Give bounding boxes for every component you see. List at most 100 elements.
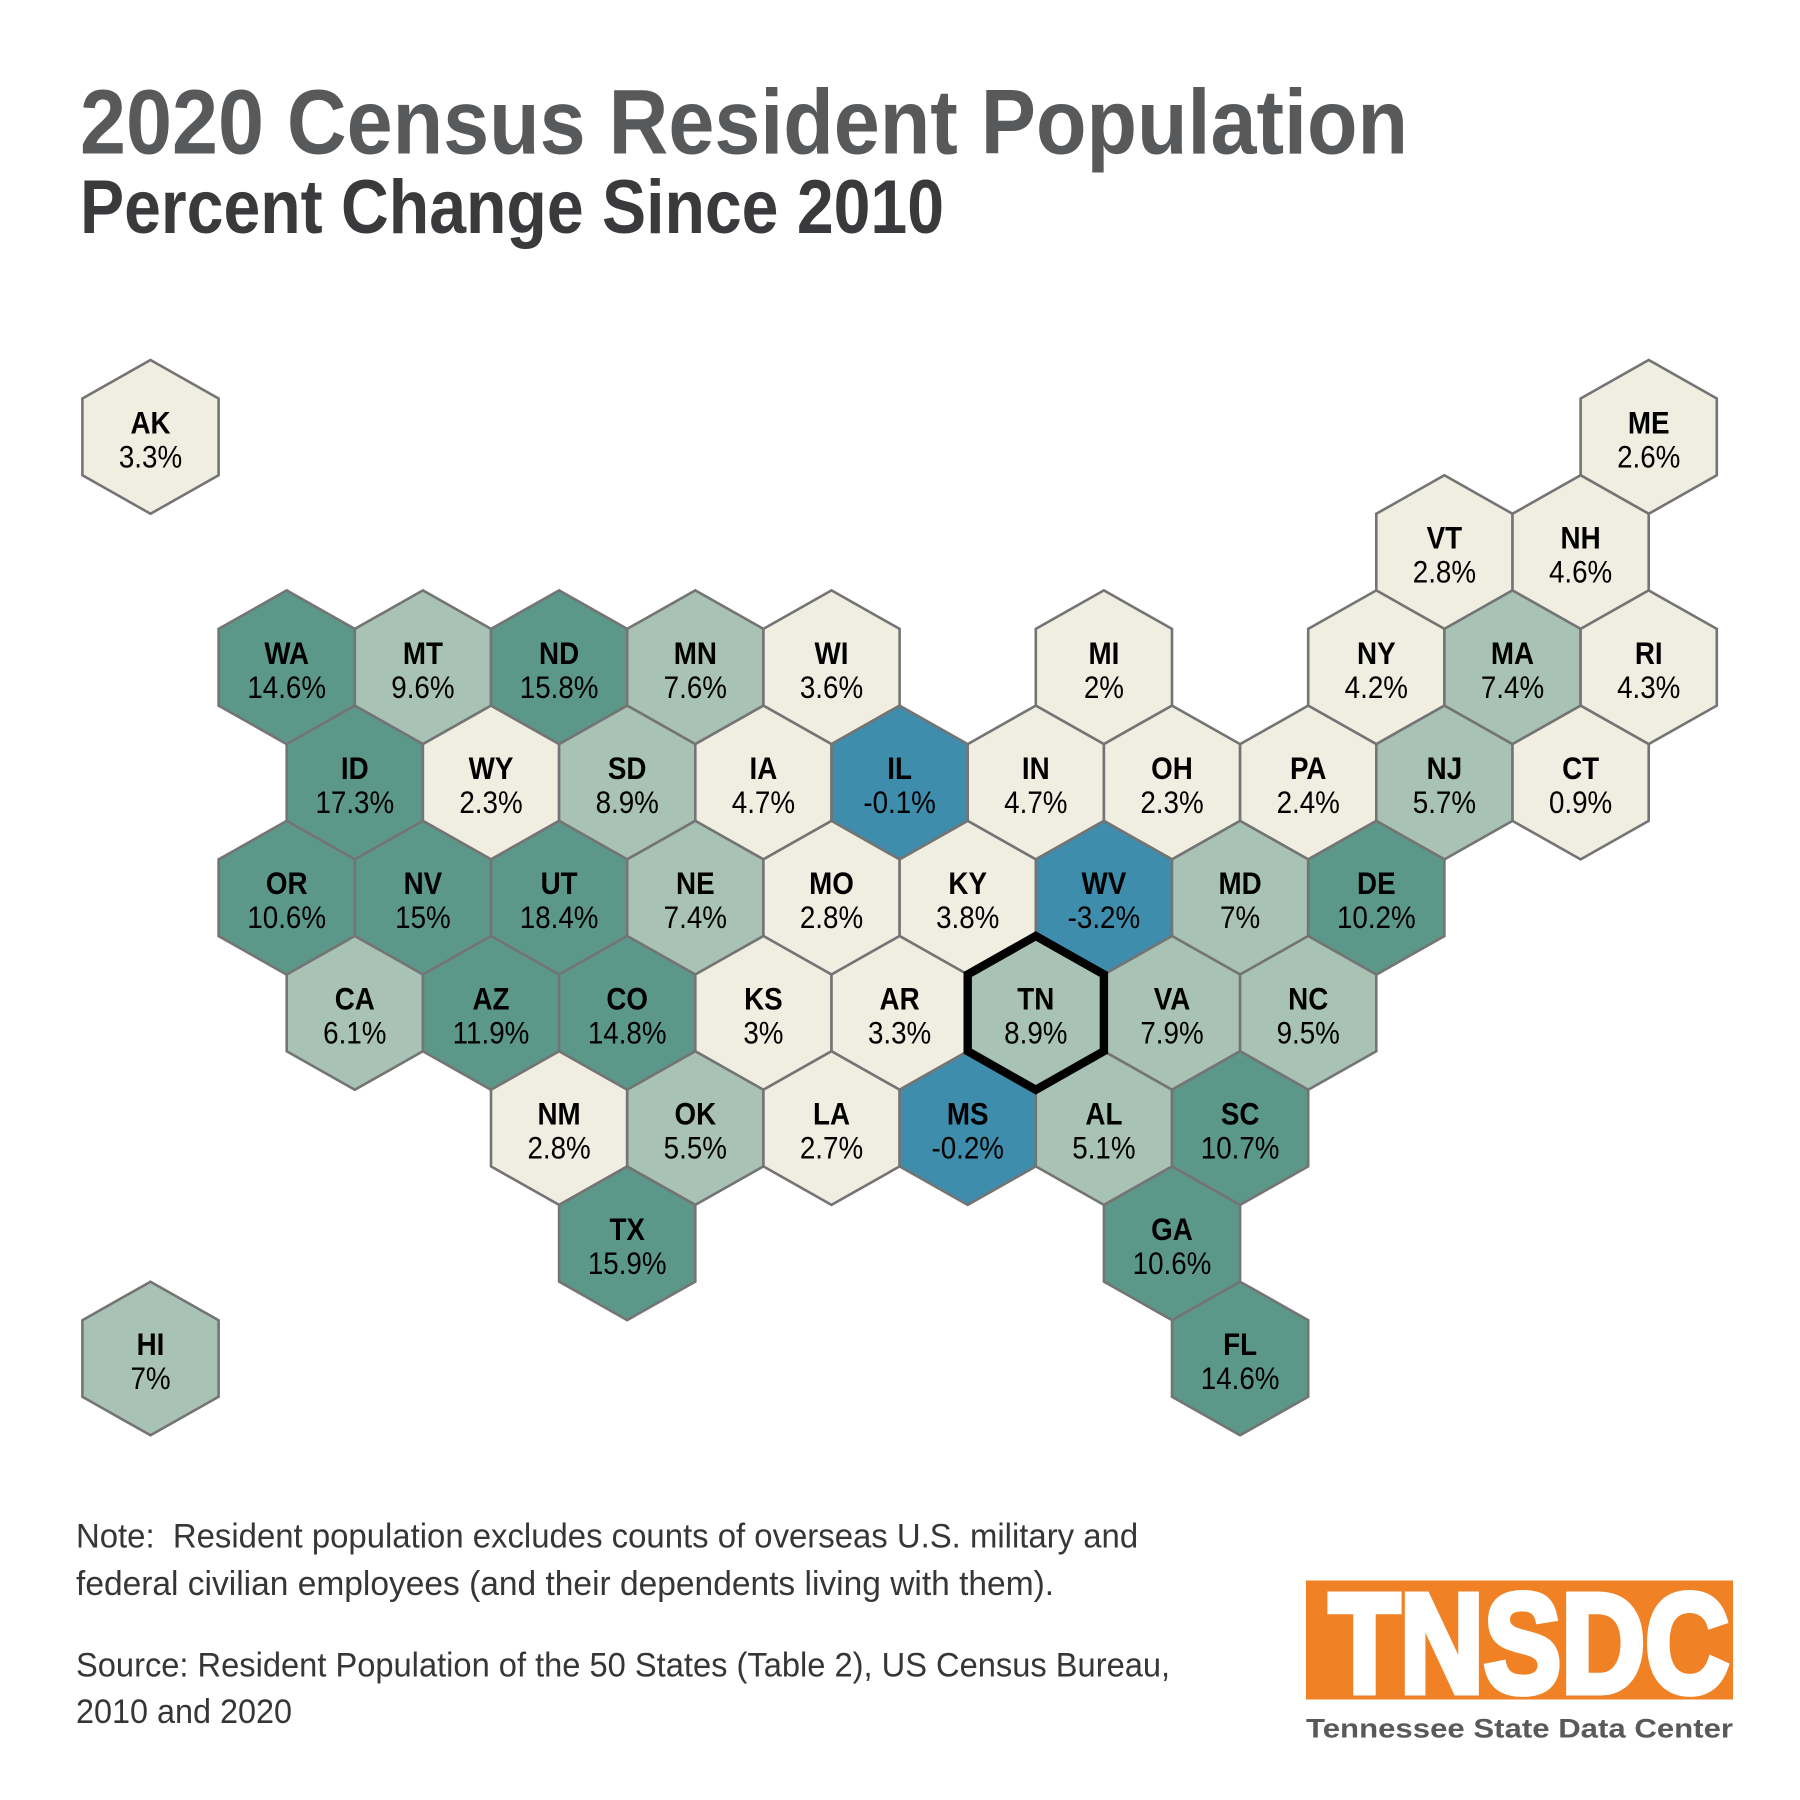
svg-text:VA: VA bbox=[1154, 982, 1190, 1017]
svg-text:MO: MO bbox=[809, 867, 854, 902]
svg-text:NE: NE bbox=[676, 867, 715, 902]
svg-text:7.4%: 7.4% bbox=[664, 901, 727, 936]
svg-text:MI: MI bbox=[1088, 636, 1119, 671]
svg-text:7%: 7% bbox=[130, 1362, 170, 1397]
svg-text:NM: NM bbox=[538, 1097, 581, 1132]
svg-text:4.7%: 4.7% bbox=[732, 786, 795, 821]
svg-text:LA: LA bbox=[813, 1097, 850, 1132]
svg-text:WY: WY bbox=[469, 752, 514, 787]
svg-text:2%: 2% bbox=[1084, 670, 1124, 705]
svg-text:2.3%: 2.3% bbox=[459, 786, 522, 821]
svg-text:ME: ME bbox=[1628, 406, 1670, 441]
svg-text:KS: KS bbox=[744, 982, 783, 1017]
svg-text:14.6%: 14.6% bbox=[247, 670, 326, 705]
svg-text:3.8%: 3.8% bbox=[936, 901, 999, 936]
svg-text:0.9%: 0.9% bbox=[1549, 786, 1612, 821]
svg-text:8.9%: 8.9% bbox=[596, 786, 659, 821]
svg-text:5.7%: 5.7% bbox=[1413, 786, 1476, 821]
svg-text:AR: AR bbox=[880, 982, 920, 1017]
svg-text:4.3%: 4.3% bbox=[1617, 670, 1680, 705]
svg-text:2.3%: 2.3% bbox=[1140, 786, 1203, 821]
svg-text:2020 Census Resident Populatio: 2020 Census Resident Population bbox=[80, 72, 1408, 174]
svg-text:GA: GA bbox=[1151, 1212, 1193, 1247]
svg-text:OK: OK bbox=[674, 1097, 716, 1132]
svg-text:-3.2%: -3.2% bbox=[1068, 901, 1140, 936]
svg-text:NH: NH bbox=[1561, 521, 1601, 556]
svg-text:OH: OH bbox=[1151, 752, 1193, 787]
svg-text:5.5%: 5.5% bbox=[664, 1131, 727, 1166]
svg-text:10.6%: 10.6% bbox=[247, 901, 326, 936]
svg-text:NV: NV bbox=[404, 867, 443, 902]
svg-text:NY: NY bbox=[1357, 636, 1396, 671]
svg-text:2.7%: 2.7% bbox=[800, 1131, 863, 1166]
svg-text:3%: 3% bbox=[743, 1016, 783, 1051]
svg-text:MT: MT bbox=[403, 636, 443, 671]
svg-text:AL: AL bbox=[1085, 1097, 1122, 1132]
svg-text:3.3%: 3.3% bbox=[868, 1016, 931, 1051]
svg-text:4.7%: 4.7% bbox=[1004, 786, 1067, 821]
svg-text:UT: UT bbox=[541, 867, 578, 902]
svg-text:-0.1%: -0.1% bbox=[863, 786, 935, 821]
svg-text:IA: IA bbox=[750, 752, 778, 787]
svg-text:2.8%: 2.8% bbox=[1413, 555, 1476, 590]
svg-text:5.1%: 5.1% bbox=[1072, 1131, 1135, 1166]
svg-text:2.6%: 2.6% bbox=[1617, 440, 1680, 475]
svg-text:9.6%: 9.6% bbox=[391, 670, 454, 705]
svg-text:7.6%: 7.6% bbox=[664, 670, 727, 705]
svg-text:AK: AK bbox=[130, 406, 171, 441]
svg-text:15.8%: 15.8% bbox=[520, 670, 599, 705]
svg-text:AZ: AZ bbox=[472, 982, 509, 1017]
svg-text:MN: MN bbox=[674, 636, 717, 671]
svg-text:7%: 7% bbox=[1220, 901, 1260, 936]
svg-text:WA: WA bbox=[264, 636, 309, 671]
svg-text:Percent Change Since 2010: Percent Change Since 2010 bbox=[80, 165, 944, 250]
svg-text:4.6%: 4.6% bbox=[1549, 555, 1612, 590]
svg-text:TNSDC: TNSDC bbox=[1329, 1564, 1729, 1722]
svg-text:10.2%: 10.2% bbox=[1337, 901, 1416, 936]
svg-text:KY: KY bbox=[948, 867, 987, 902]
svg-text:SC: SC bbox=[1221, 1097, 1260, 1132]
svg-text:3.3%: 3.3% bbox=[119, 440, 182, 475]
svg-text:CA: CA bbox=[335, 982, 375, 1017]
svg-text:MD: MD bbox=[1219, 867, 1262, 902]
svg-text:11.9%: 11.9% bbox=[453, 1016, 530, 1051]
svg-text:FL: FL bbox=[1223, 1328, 1257, 1363]
svg-text:15.9%: 15.9% bbox=[588, 1246, 667, 1281]
svg-text:10.6%: 10.6% bbox=[1133, 1246, 1212, 1281]
svg-text:OR: OR bbox=[266, 867, 308, 902]
svg-text:HI: HI bbox=[137, 1328, 165, 1363]
svg-text:RI: RI bbox=[1635, 636, 1663, 671]
svg-text:NC: NC bbox=[1288, 982, 1328, 1017]
svg-text:TX: TX bbox=[609, 1212, 645, 1247]
svg-text:6.1%: 6.1% bbox=[323, 1016, 386, 1051]
svg-text:MS: MS bbox=[947, 1097, 989, 1132]
svg-text:WV: WV bbox=[1082, 867, 1127, 902]
svg-text:CO: CO bbox=[606, 982, 648, 1017]
svg-text:SD: SD bbox=[608, 752, 647, 787]
svg-text:Note: Resident population exc: Note: Resident population excludes count… bbox=[76, 1518, 1138, 1556]
svg-text:MA: MA bbox=[1491, 636, 1534, 671]
svg-text:17.3%: 17.3% bbox=[315, 786, 394, 821]
svg-text:15%: 15% bbox=[395, 901, 451, 936]
svg-text:4.2%: 4.2% bbox=[1345, 670, 1408, 705]
svg-text:3.6%: 3.6% bbox=[800, 670, 863, 705]
svg-text:ND: ND bbox=[539, 636, 579, 671]
svg-text:2.8%: 2.8% bbox=[527, 1131, 590, 1166]
svg-text:-0.2%: -0.2% bbox=[931, 1131, 1003, 1166]
svg-text:IN: IN bbox=[1022, 752, 1050, 787]
svg-text:CT: CT bbox=[1562, 752, 1599, 787]
svg-text:WI: WI bbox=[815, 636, 849, 671]
svg-text:14.8%: 14.8% bbox=[588, 1016, 667, 1051]
svg-text:NJ: NJ bbox=[1427, 752, 1462, 787]
svg-text:Source: Resident Population of: Source: Resident Population of the 50 St… bbox=[76, 1647, 1170, 1685]
svg-text:8.9%: 8.9% bbox=[1004, 1016, 1067, 1051]
svg-text:7.4%: 7.4% bbox=[1481, 670, 1544, 705]
svg-text:Tennessee State Data Center: Tennessee State Data Center bbox=[1306, 1714, 1734, 1744]
svg-text:ID: ID bbox=[341, 752, 369, 787]
svg-text:14.6%: 14.6% bbox=[1201, 1362, 1280, 1397]
svg-text:IL: IL bbox=[887, 752, 912, 787]
svg-text:10.7%: 10.7% bbox=[1201, 1131, 1280, 1166]
svg-text:federal civilian employees (an: federal civilian employees (and their de… bbox=[76, 1565, 1054, 1603]
svg-text:2.4%: 2.4% bbox=[1277, 786, 1340, 821]
svg-text:2.8%: 2.8% bbox=[800, 901, 863, 936]
